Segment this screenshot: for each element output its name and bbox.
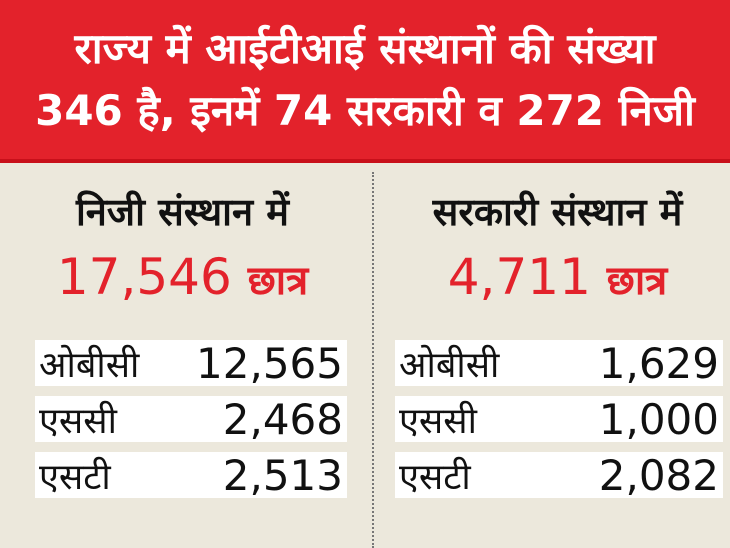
row-value: 2,468	[222, 394, 343, 444]
government-institutes-panel: सरकारी संस्थान में 4,711 छात्र ओबीसी 1,62…	[375, 172, 730, 548]
row-label: एससी	[39, 400, 117, 442]
panel-title: निजी संस्थान में	[75, 190, 290, 234]
panel-title: सरकारी संस्थान में	[432, 190, 683, 234]
private-institutes-panel: निजी संस्थान में 17,546 छात्र ओबीसी 12,56…	[0, 172, 365, 548]
column-divider	[372, 172, 374, 548]
total-students: 17,546 छात्र	[0, 242, 365, 316]
total-unit: छात्र	[606, 258, 668, 304]
row-value: 2,513	[222, 450, 343, 500]
row-value: 1,000	[598, 394, 719, 444]
total-value: 17,546	[56, 248, 232, 306]
table-row: एसटी 2,513	[35, 450, 347, 500]
total-value: 4,711	[447, 248, 591, 306]
row-label: ओबीसी	[399, 344, 500, 386]
headline-line-2: 346 है, इनमें 74 सरकारी व 272 निजी	[35, 86, 695, 135]
table-row: एससी 1,000	[395, 394, 723, 444]
row-value: 2,082	[598, 450, 719, 500]
headline-line-1: राज्य में आईटीआई संस्थानों की संख्या	[74, 24, 656, 73]
total-students: 4,711 छात्र	[375, 242, 730, 316]
row-label: एसटी	[399, 456, 471, 498]
row-label: ओबीसी	[39, 344, 140, 386]
row-value: 12,565	[196, 338, 343, 388]
table-row: ओबीसी 12,565	[35, 338, 347, 388]
table-row: एससी 2,468	[35, 394, 347, 444]
row-value: 1,629	[598, 338, 719, 388]
row-label: एसटी	[39, 456, 111, 498]
table-row: ओबीसी 1,629	[395, 338, 723, 388]
total-unit: छात्र	[247, 258, 309, 304]
table-row: एसटी 2,082	[395, 450, 723, 500]
headline-banner: राज्य में आईटीआई संस्थानों की संख्या 346…	[0, 0, 730, 163]
row-label: एससी	[399, 400, 477, 442]
